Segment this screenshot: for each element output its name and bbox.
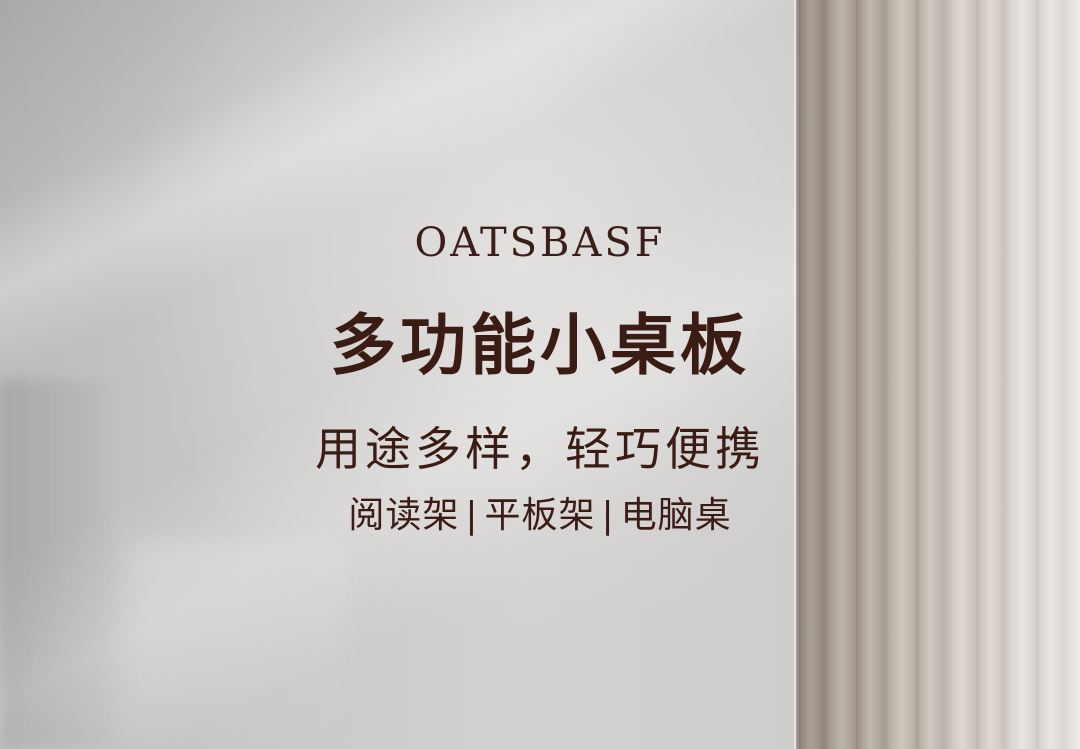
tag-laptop-desk: 电脑桌 xyxy=(620,495,732,536)
tag-separator: | xyxy=(465,495,479,536)
product-subtitle: 用途多样，轻巧便携 xyxy=(315,422,765,476)
tag-reading-stand: 阅读架 xyxy=(348,495,460,536)
product-title: 多功能小桌板 xyxy=(330,307,750,384)
window-shadow xyxy=(0,380,110,749)
tag-separator: | xyxy=(601,495,615,536)
tag-tablet-stand: 平板架 xyxy=(484,495,596,536)
wall-background xyxy=(0,0,800,749)
brand-name: OATSBASF xyxy=(414,220,666,266)
light-patch xyxy=(130,540,350,749)
curtain-highlight xyxy=(796,0,1080,749)
usage-tags: 阅读架 | 平板架 | 电脑桌 xyxy=(240,492,840,540)
curtain-edge xyxy=(794,0,800,749)
